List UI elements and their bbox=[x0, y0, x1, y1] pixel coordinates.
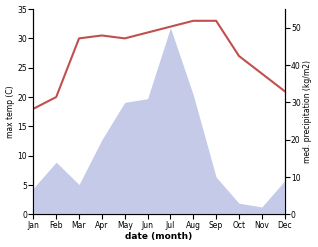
X-axis label: date (month): date (month) bbox=[125, 232, 193, 242]
Y-axis label: max temp (C): max temp (C) bbox=[5, 85, 15, 138]
Y-axis label: med. precipitation (kg/m2): med. precipitation (kg/m2) bbox=[303, 60, 313, 163]
